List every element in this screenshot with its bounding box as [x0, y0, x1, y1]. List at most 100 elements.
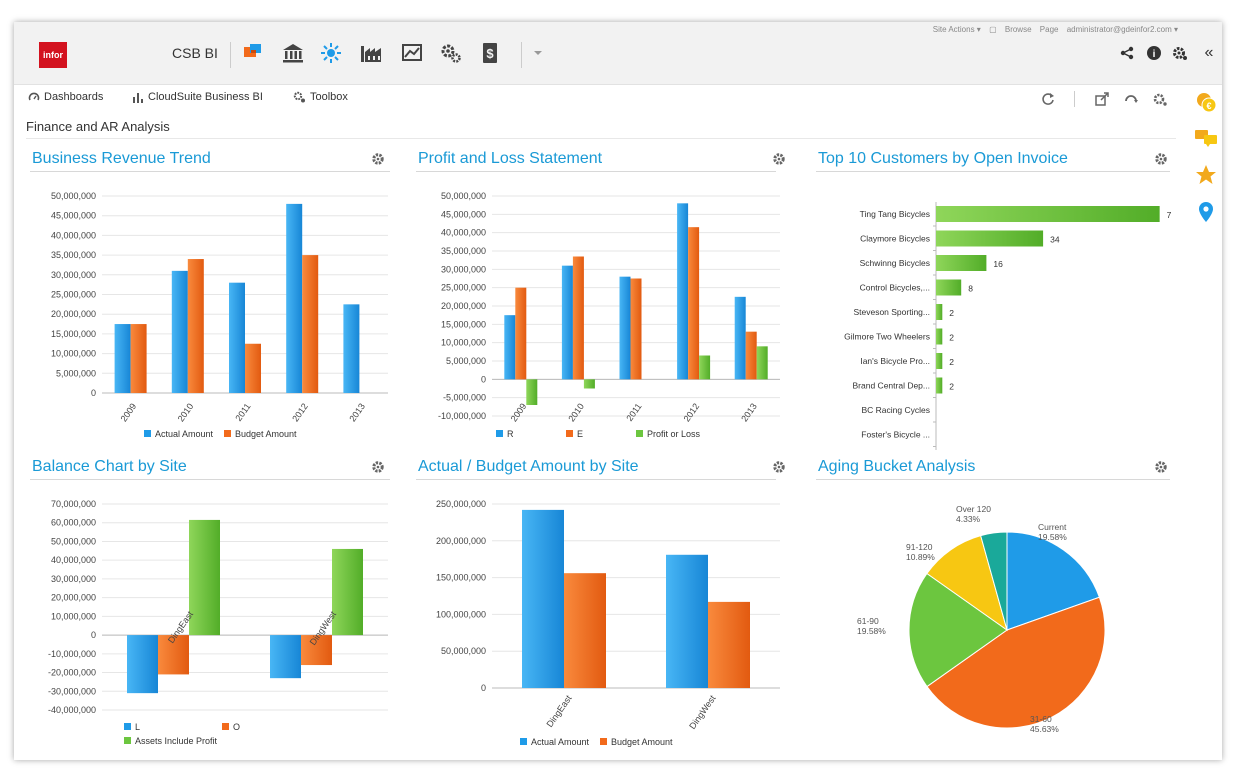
- y-tick-label: 150,000,000: [436, 573, 486, 583]
- edit-icon[interactable]: ▢: [989, 25, 997, 34]
- panel-title: Actual / Budget Amount by Site: [418, 458, 639, 475]
- x-tick-label: 2012: [290, 401, 310, 423]
- dollar-doc-icon[interactable]: $: [477, 40, 503, 66]
- reload-icon[interactable]: [1123, 91, 1139, 107]
- bar: [130, 324, 147, 393]
- y-tick-label: -30,000,000: [48, 686, 96, 696]
- messages-icon[interactable]: [1194, 126, 1218, 150]
- y-tick-label: 40,000,000: [441, 228, 486, 238]
- panel-profit-and-loss: Profit and Loss Statement -10,000,000 -5,…: [412, 150, 792, 450]
- user-menu[interactable]: administrator@gdeinfor2.com ▾: [1066, 25, 1178, 34]
- y-tick-label: 25,000,000: [51, 290, 96, 300]
- bar: [332, 548, 363, 636]
- page-link[interactable]: Page: [1039, 25, 1059, 34]
- bar: [936, 304, 943, 320]
- x-tick-label: 2011: [624, 401, 643, 423]
- gear-icon[interactable]: [371, 152, 385, 166]
- nav-toolbox[interactable]: Toolbox: [293, 91, 348, 103]
- aging-bucket-pie: Current19.58%31-6045.63%61-9019.58%91-12…: [857, 504, 1106, 734]
- legend-swatch: [566, 430, 573, 437]
- business-revenue-chart: 0 5,000,000 10,000,000 15,000,000 20,000,000…: [51, 191, 388, 439]
- legend-swatch: [520, 738, 527, 745]
- gear-icon[interactable]: [772, 460, 786, 474]
- info-icon[interactable]: i: [1145, 44, 1163, 62]
- category-label: Brand Central Dep...: [853, 381, 930, 391]
- y-tick-label: 5,000,000: [446, 356, 486, 366]
- y-tick-label: 50,000,000: [51, 191, 96, 201]
- site-actions-link[interactable]: Site Actions ▾: [932, 25, 981, 34]
- app-title: CSB BI: [172, 45, 218, 61]
- slice-percent: 4.33%: [956, 514, 981, 524]
- data-label: 2: [949, 357, 954, 367]
- slice-name: 31-60: [1030, 714, 1052, 724]
- chart-icon[interactable]: [399, 40, 425, 66]
- bar: [936, 353, 943, 369]
- category-label: Control Bicycles,...: [860, 283, 930, 293]
- category-label: Gilmore Two Wheelers: [844, 332, 930, 342]
- idea-icon[interactable]: [318, 40, 344, 66]
- gear-icon[interactable]: [772, 152, 786, 166]
- slice-percent: 19.58%: [1038, 532, 1067, 542]
- browse-link[interactable]: Browse: [1004, 25, 1032, 34]
- gear-icon[interactable]: [371, 460, 385, 474]
- gear-icon[interactable]: [1154, 152, 1168, 166]
- x-tick-label: 2009: [509, 401, 529, 423]
- y-tick-label: -40,000,000: [48, 705, 96, 715]
- bar: [171, 270, 188, 393]
- share-icon[interactable]: [1118, 44, 1136, 62]
- y-tick-label: 30,000,000: [51, 270, 96, 280]
- bar: [936, 279, 962, 296]
- top-customers-chart: Ting Tang Bicycles 71 Claymore Bicycles 34 S…: [844, 202, 1172, 450]
- dropdown-icon[interactable]: [526, 40, 550, 66]
- bar: [572, 256, 584, 380]
- chat-icon[interactable]: [240, 40, 266, 66]
- factory-icon[interactable]: [358, 40, 384, 66]
- panel-divider: [30, 479, 390, 480]
- panel-aging-bucket: Aging Bucket Analysis Current 19.58% 31-60…: [812, 458, 1172, 758]
- star-icon[interactable]: [1194, 163, 1218, 187]
- bar: [189, 519, 220, 636]
- bar: [688, 227, 700, 380]
- legend-label: Assets Include Profit: [135, 736, 218, 746]
- data-label: 2: [949, 333, 954, 343]
- nav-divider: [1074, 91, 1075, 107]
- collapse-icon[interactable]: «: [1204, 44, 1214, 61]
- gear-icon[interactable]: [1154, 460, 1168, 474]
- legend-label: L: [135, 722, 140, 732]
- slice-name: Current: [1038, 522, 1067, 532]
- legend-swatch: [496, 430, 503, 437]
- x-tick-label: 2010: [566, 401, 586, 423]
- panel-balance-chart: Balance Chart by Site -40,000,000 -30,000…: [26, 458, 394, 758]
- pie-slice: [1006, 531, 1101, 631]
- nav-cloudsuite[interactable]: CloudSuite Business BI: [132, 91, 263, 103]
- slice-percent: 45.63%: [1030, 724, 1059, 734]
- legend-label: O: [233, 722, 240, 732]
- location-icon[interactable]: [1194, 200, 1218, 224]
- y-tick-label: 10,000,000: [51, 611, 96, 621]
- y-tick-label: 40,000,000: [51, 230, 96, 240]
- y-tick-label: 0: [91, 388, 96, 398]
- legend-swatch: [600, 738, 607, 745]
- category-label: Claymore Bicycles: [860, 234, 930, 244]
- svg-text:i: i: [1153, 49, 1156, 60]
- infor-logo[interactable]: infor: [39, 42, 67, 68]
- category-label: Ting Tang Bicycles: [860, 209, 930, 219]
- bar: [187, 259, 204, 393]
- settings-icon[interactable]: [1171, 44, 1189, 62]
- settings-icon[interactable]: [1152, 91, 1168, 107]
- refresh-icon[interactable]: [1040, 91, 1056, 107]
- site-links: Site Actions ▾ ▢ Browse Page administrat…: [927, 25, 1178, 34]
- export-icon[interactable]: [1094, 91, 1110, 107]
- nav-dashboards[interactable]: Dashboards: [28, 91, 103, 103]
- category-label: BC Racing Cycles: [862, 405, 931, 415]
- data-label: 16: [993, 259, 1003, 269]
- legend-label: Profit or Loss: [647, 429, 701, 439]
- bar: [936, 328, 943, 345]
- bank-icon[interactable]: [280, 40, 306, 66]
- legend-label: R: [507, 429, 514, 439]
- currency-icon[interactable]: €: [1194, 90, 1218, 114]
- x-tick-label: 2013: [347, 401, 367, 423]
- y-tick-label: 70,000,000: [51, 499, 96, 509]
- gears-icon[interactable]: [438, 40, 464, 66]
- x-tick-label: 2013: [739, 401, 759, 423]
